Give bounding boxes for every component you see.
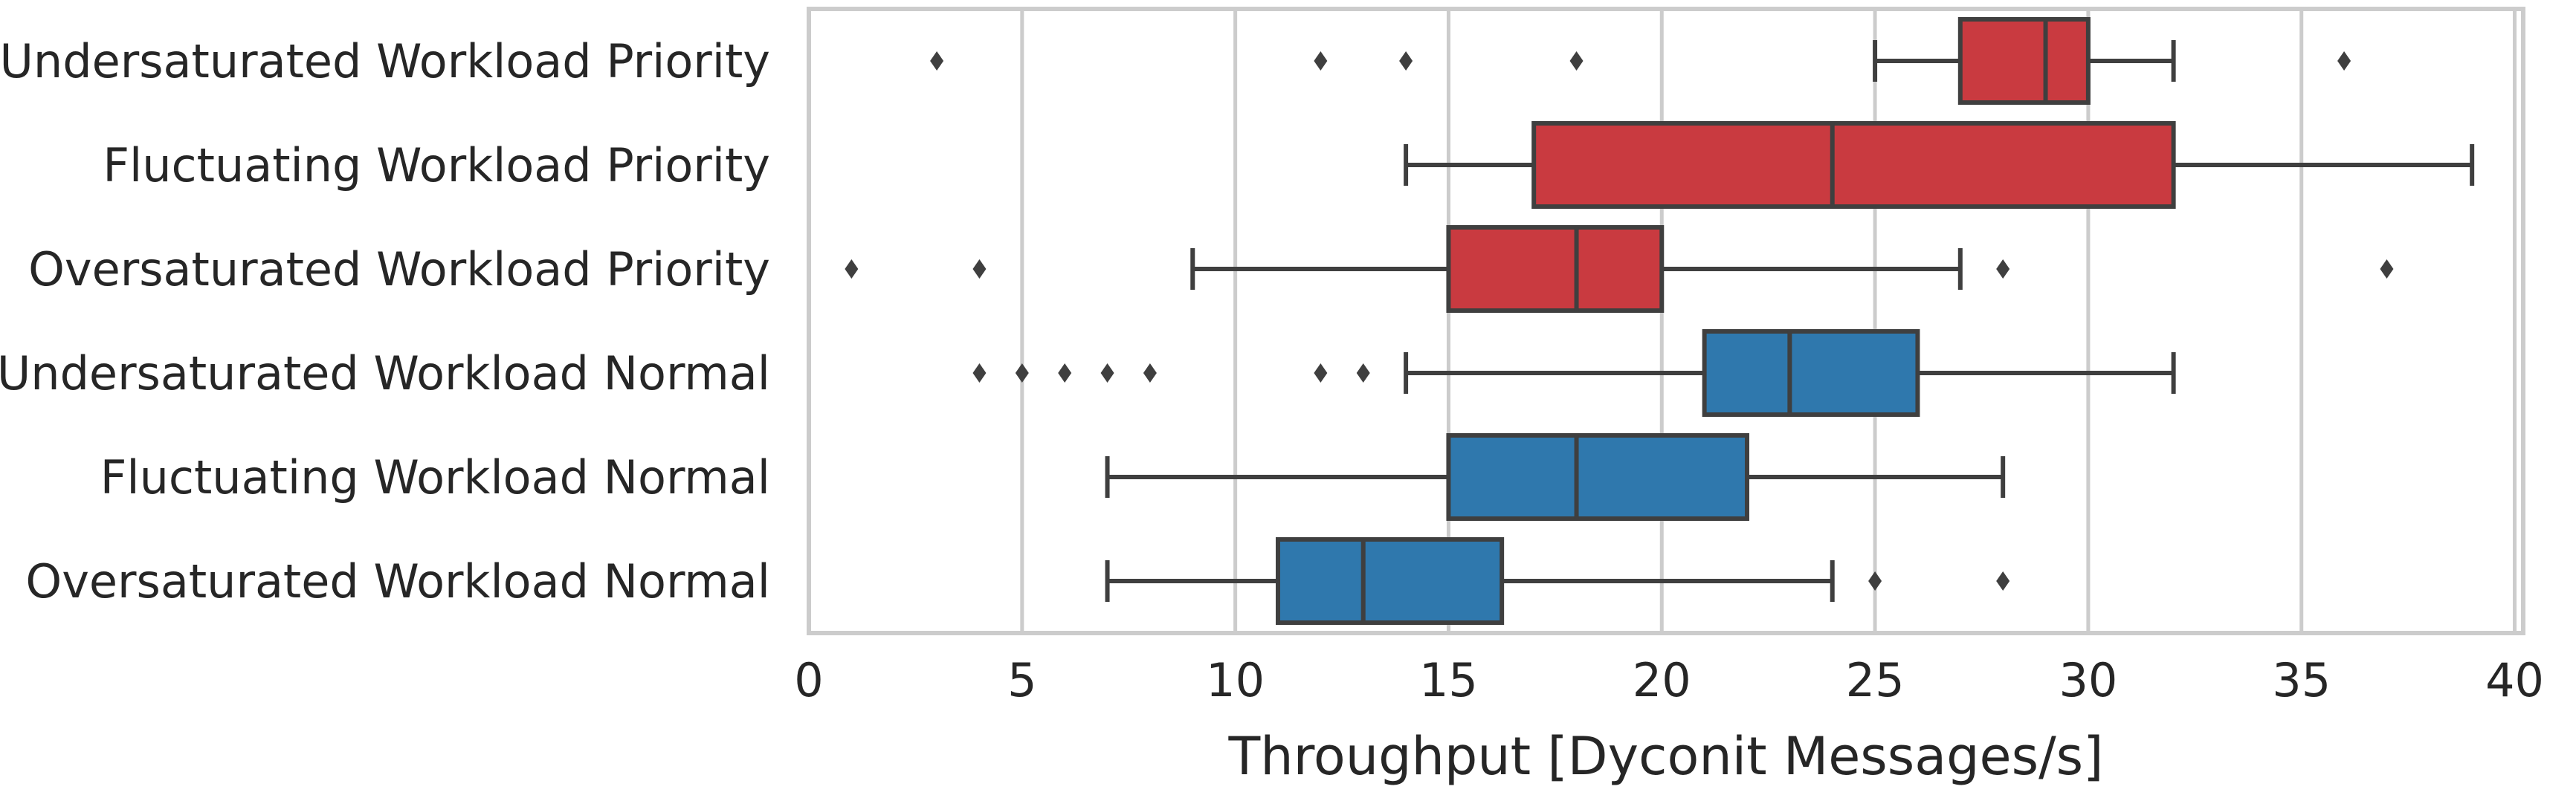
outlier-point	[1996, 571, 2010, 591]
x-tick-label: 20	[1633, 653, 1691, 707]
category-label: Oversaturated Workload Normal	[25, 554, 770, 609]
outlier-point	[1015, 363, 1029, 383]
outlier-point	[1996, 259, 2010, 279]
plot-frame	[807, 7, 2525, 635]
outlier-point	[1356, 363, 1370, 383]
x-axis-title: Throughput [Dyconit Messages/s]	[1228, 726, 2104, 787]
outlier-point	[1058, 363, 1072, 383]
category-label: Oversaturated Workload Priority	[28, 242, 770, 296]
box-0	[930, 17, 2351, 105]
x-tick-label: 35	[2272, 653, 2331, 707]
outlier-point	[1143, 363, 1157, 383]
x-tick-label: 25	[1846, 653, 1905, 707]
x-tick-label: 0	[794, 653, 823, 707]
outlier-point	[1314, 363, 1328, 383]
x-tick-label: 10	[1206, 653, 1265, 707]
category-label: Fluctuating Workload Priority	[103, 138, 770, 192]
box-3	[972, 329, 2176, 417]
outlier-point	[1314, 51, 1328, 71]
box-iqr	[1702, 329, 1920, 417]
box-2	[845, 225, 2394, 313]
outlier-point	[1399, 51, 1413, 71]
x-tick-labels: 0 5 10 15 20 25 30 35 40	[794, 653, 2544, 707]
outlier-point	[1868, 571, 1882, 591]
box-iqr	[1957, 17, 2091, 105]
box-iqr	[1531, 121, 2176, 209]
outlier-point	[972, 363, 987, 383]
category-label: Undersaturated Workload Normal	[0, 346, 770, 400]
box-5	[1105, 537, 2010, 625]
box-series	[845, 17, 2475, 625]
x-tick-label: 15	[1419, 653, 1478, 707]
box-iqr	[1446, 225, 1665, 313]
box-iqr	[1275, 537, 1505, 625]
x-tick-label: 30	[2059, 653, 2117, 707]
x-tick-label: 5	[1007, 653, 1036, 707]
category-label: Undersaturated Workload Priority	[0, 34, 770, 88]
x-tick-label: 40	[2485, 653, 2544, 707]
outlier-point	[845, 259, 859, 279]
outlier-point	[930, 51, 944, 71]
outlier-point	[2337, 51, 2351, 71]
outlier-point	[2380, 259, 2394, 279]
box-1	[1404, 121, 2475, 209]
outlier-point	[972, 259, 987, 279]
grid-lines	[807, 9, 2517, 633]
outlier-point	[1569, 51, 1584, 71]
category-label: Fluctuating Workload Normal	[100, 450, 770, 505]
category-labels: Undersaturated Workload Priority Fluctuat…	[0, 34, 770, 609]
box-4	[1105, 433, 2006, 521]
box-iqr	[1446, 433, 1749, 521]
outlier-point	[1100, 363, 1114, 383]
